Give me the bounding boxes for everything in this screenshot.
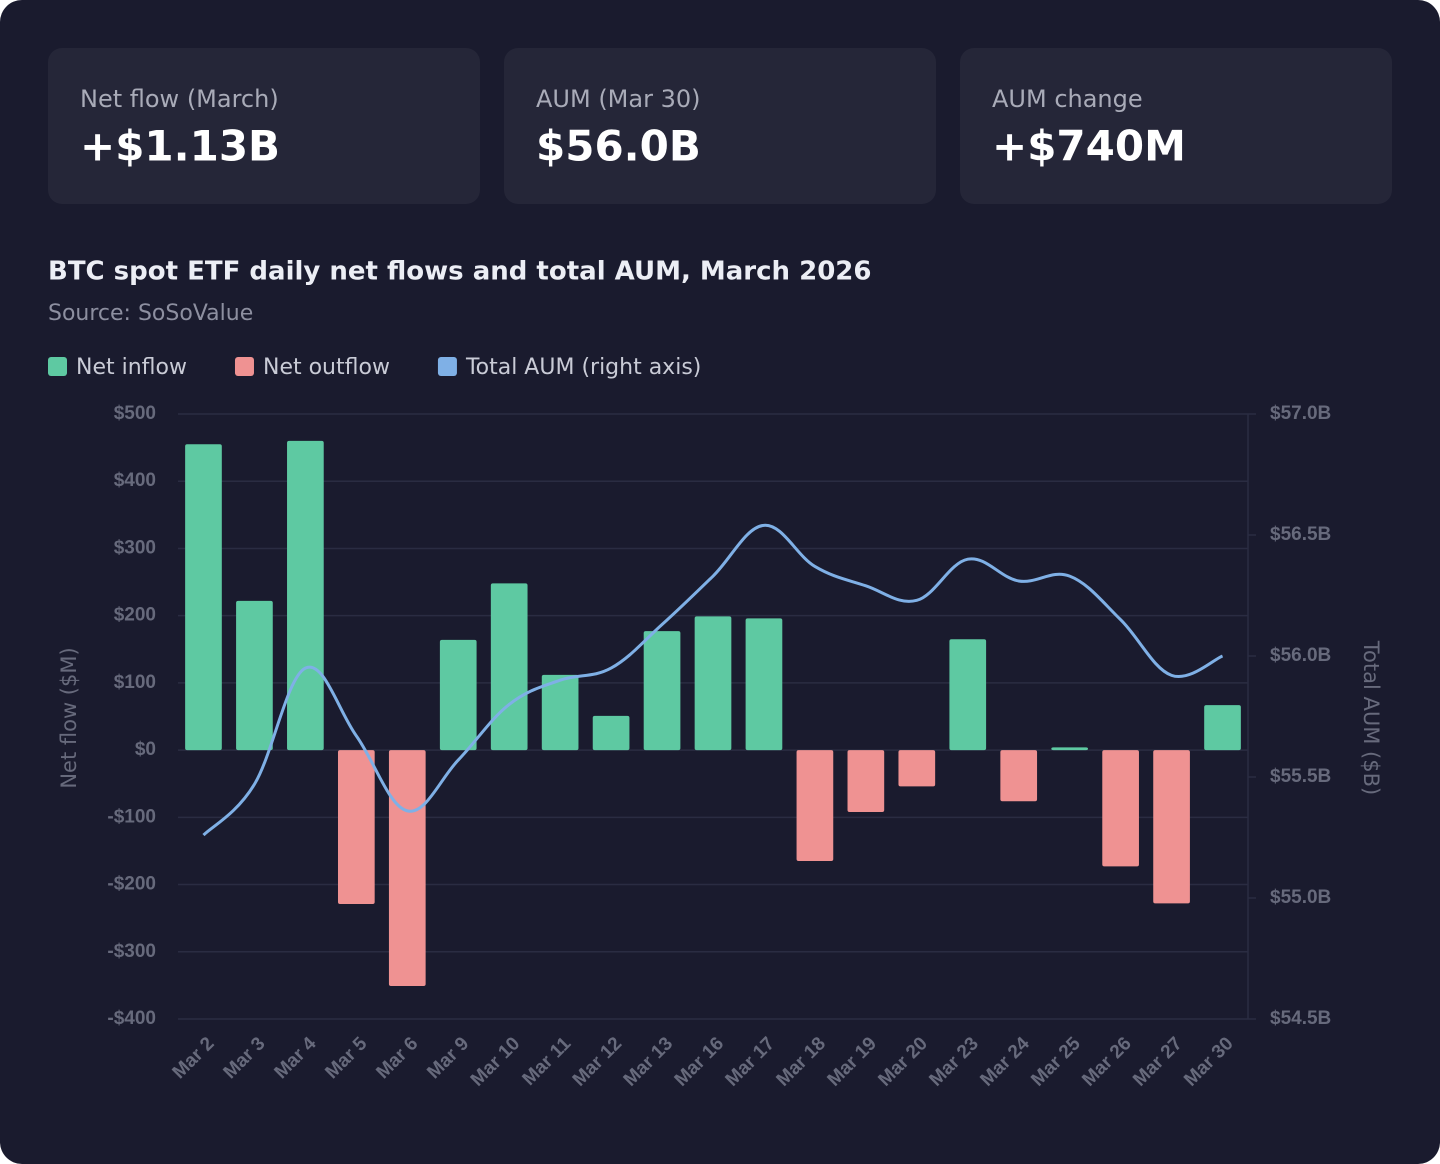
aum-line bbox=[202, 523, 1224, 837]
bar bbox=[439, 639, 477, 751]
chart-title: BTC spot ETF daily net flows and total A… bbox=[48, 257, 871, 287]
bar bbox=[185, 444, 222, 751]
kpi-label: AUM change bbox=[992, 85, 1143, 113]
bar bbox=[592, 715, 630, 751]
y2-axis-title: Total AUM ($B) bbox=[1359, 640, 1383, 795]
legend-swatch bbox=[234, 357, 254, 376]
bar bbox=[1102, 750, 1139, 867]
y-tick-label: -$300 bbox=[107, 941, 156, 962]
legend-label: Total AUM (right axis) bbox=[465, 355, 701, 380]
bar bbox=[337, 750, 375, 905]
y-tick-label: $300 bbox=[114, 537, 156, 558]
kpi-card bbox=[960, 48, 1392, 204]
bar bbox=[898, 750, 936, 787]
y-tick-label: -$100 bbox=[107, 806, 156, 827]
bar bbox=[541, 674, 579, 751]
bar bbox=[847, 750, 885, 812]
kpi-label: AUM (Mar 30) bbox=[536, 85, 701, 113]
y-tick-label: $100 bbox=[114, 672, 156, 693]
bar bbox=[745, 618, 783, 751]
bar bbox=[796, 750, 834, 862]
y-tick-label: -$200 bbox=[107, 874, 156, 895]
y-axis-title: Net flow ($M) bbox=[57, 647, 81, 788]
y-tick-label: $200 bbox=[114, 605, 156, 626]
bar bbox=[694, 616, 732, 751]
bar bbox=[949, 639, 987, 751]
bar bbox=[643, 631, 681, 751]
bar bbox=[236, 600, 273, 751]
kpi-card bbox=[504, 48, 936, 204]
y2-tick-label: $54.5B bbox=[1270, 1008, 1331, 1029]
bar bbox=[1204, 705, 1241, 751]
y-tick-label: $0 bbox=[135, 739, 156, 760]
y2-tick-label: $56.0B bbox=[1270, 645, 1331, 666]
legend-swatch bbox=[437, 357, 457, 376]
bar bbox=[490, 583, 528, 751]
kpi-card bbox=[48, 48, 480, 204]
bar bbox=[1153, 750, 1190, 904]
y2-tick-label: $57.0B bbox=[1270, 403, 1331, 424]
legend-label: Net outflow bbox=[263, 355, 390, 380]
y-tick-label: $500 bbox=[114, 403, 156, 424]
kpi-value: +$740M bbox=[992, 122, 1186, 171]
bar bbox=[388, 750, 426, 987]
y-tick-label: $400 bbox=[114, 470, 156, 491]
y2-tick-label: $55.0B bbox=[1270, 887, 1331, 908]
y-tick-label: -$400 bbox=[107, 1008, 156, 1029]
legend-swatch bbox=[48, 357, 67, 376]
kpi-label: Net flow (March) bbox=[80, 85, 279, 113]
y2-tick-label: $56.5B bbox=[1270, 524, 1331, 545]
y2-tick-label: $55.5B bbox=[1270, 766, 1331, 787]
chart-subtitle: Source: SoSoValue bbox=[48, 301, 253, 326]
bar bbox=[1051, 747, 1089, 751]
kpi-value: $56.0B bbox=[536, 122, 701, 171]
bar bbox=[1000, 750, 1038, 802]
kpi-value: +$1.13B bbox=[80, 122, 280, 171]
bar bbox=[287, 440, 324, 751]
legend-label: Net inflow bbox=[76, 355, 187, 380]
